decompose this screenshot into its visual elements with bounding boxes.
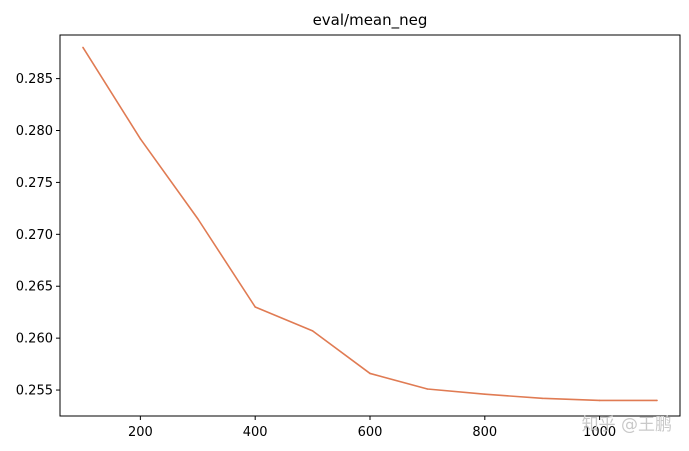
chart-title: eval/mean_neg	[313, 11, 428, 30]
x-tick-label: 400	[243, 425, 268, 440]
series-line	[82, 47, 658, 402]
y-tick-label: 0.260	[16, 332, 53, 347]
data-point	[254, 306, 256, 308]
x-axis: 200 400 600 800 1000	[128, 416, 616, 440]
data-point	[139, 138, 142, 140]
y-tick-label: 0.255	[16, 384, 53, 399]
y-tick-label: 0.280	[16, 124, 53, 139]
data-point	[541, 397, 544, 400]
x-tick-label: 800	[472, 425, 497, 440]
y-tick-label: 0.265	[16, 280, 53, 295]
y-axis: 0.255 0.260 0.265 0.270 0.275 0.280 0.285	[16, 72, 60, 399]
data-point	[196, 217, 199, 220]
data-point	[369, 372, 371, 375]
watermark-text: 知乎 @王鹏	[582, 415, 672, 435]
data-point	[82, 46, 84, 49]
y-tick-label: 0.275	[16, 176, 53, 191]
y-tick-label: 0.285	[16, 72, 53, 87]
plot-frame	[59, 34, 681, 417]
data-point	[426, 388, 429, 390]
data-point	[484, 393, 486, 395]
data-point	[598, 399, 601, 402]
series-layer	[82, 46, 658, 402]
x-tick-label: 200	[128, 425, 153, 440]
data-point	[311, 330, 314, 332]
x-tick-label: 1000	[583, 425, 616, 440]
data-point	[656, 399, 658, 402]
y-tick-label: 0.270	[16, 228, 53, 243]
x-tick-label: 600	[358, 425, 383, 440]
